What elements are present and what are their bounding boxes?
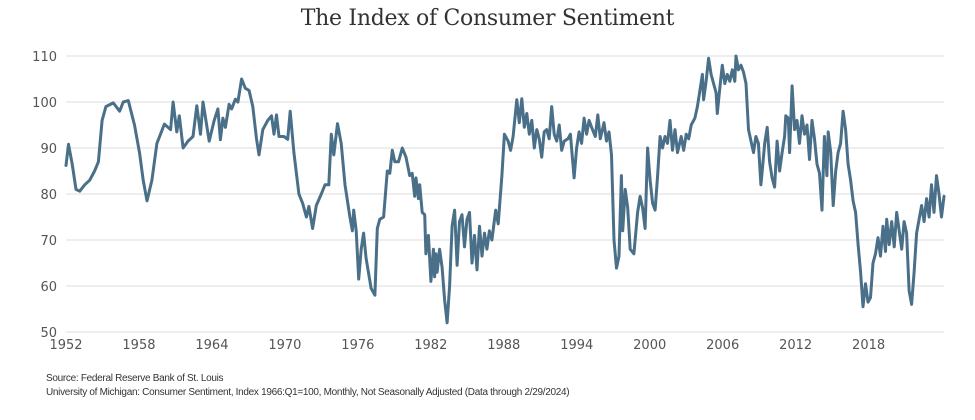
y-tick-label: 110: [32, 50, 57, 65]
x-tick-label: 1976: [341, 338, 374, 353]
y-tick-label: 80: [40, 188, 57, 203]
x-tick-label: 1982: [414, 338, 447, 353]
x-tick-label: 1988: [487, 338, 520, 353]
x-tick-label: 1958: [122, 338, 155, 353]
x-tick-label: 1952: [49, 338, 82, 353]
x-tick-label: 1970: [268, 338, 301, 353]
y-tick-label: 90: [40, 142, 57, 157]
x-tick-label: 1994: [560, 338, 593, 353]
x-axis-ticks: 1952 1958 1964 1970 1976 1982 1988 1994 2000 2006…: [49, 338, 885, 353]
y-tick-label: 50: [40, 326, 57, 341]
x-tick-label: 2006: [706, 338, 739, 353]
x-tick-label: 2000: [633, 338, 666, 353]
source-note: Source: Federal Reserve Bank of St. Loui…: [46, 373, 224, 384]
x-tick-label: 2012: [779, 338, 812, 353]
series-line-consumer-sentiment: [64, 54, 946, 325]
y-tick-label: 100: [32, 96, 57, 111]
chart-title: The Index of Consumer Sentiment: [300, 6, 675, 31]
y-tick-label: 60: [40, 280, 57, 295]
y-axis-ticks: 50 60 70 80 90 100 110: [32, 50, 57, 341]
x-tick-label: 1964: [195, 338, 228, 353]
line-chart: 50 60 70 80 90 100 110 1952 1958 1964 1970 1976 198…: [32, 50, 946, 353]
series-description: University of Michigan: Consumer Sentime…: [46, 387, 570, 398]
gridlines: [66, 55, 944, 333]
x-tick-label: 2018: [852, 338, 885, 353]
y-tick-label: 70: [40, 234, 57, 249]
